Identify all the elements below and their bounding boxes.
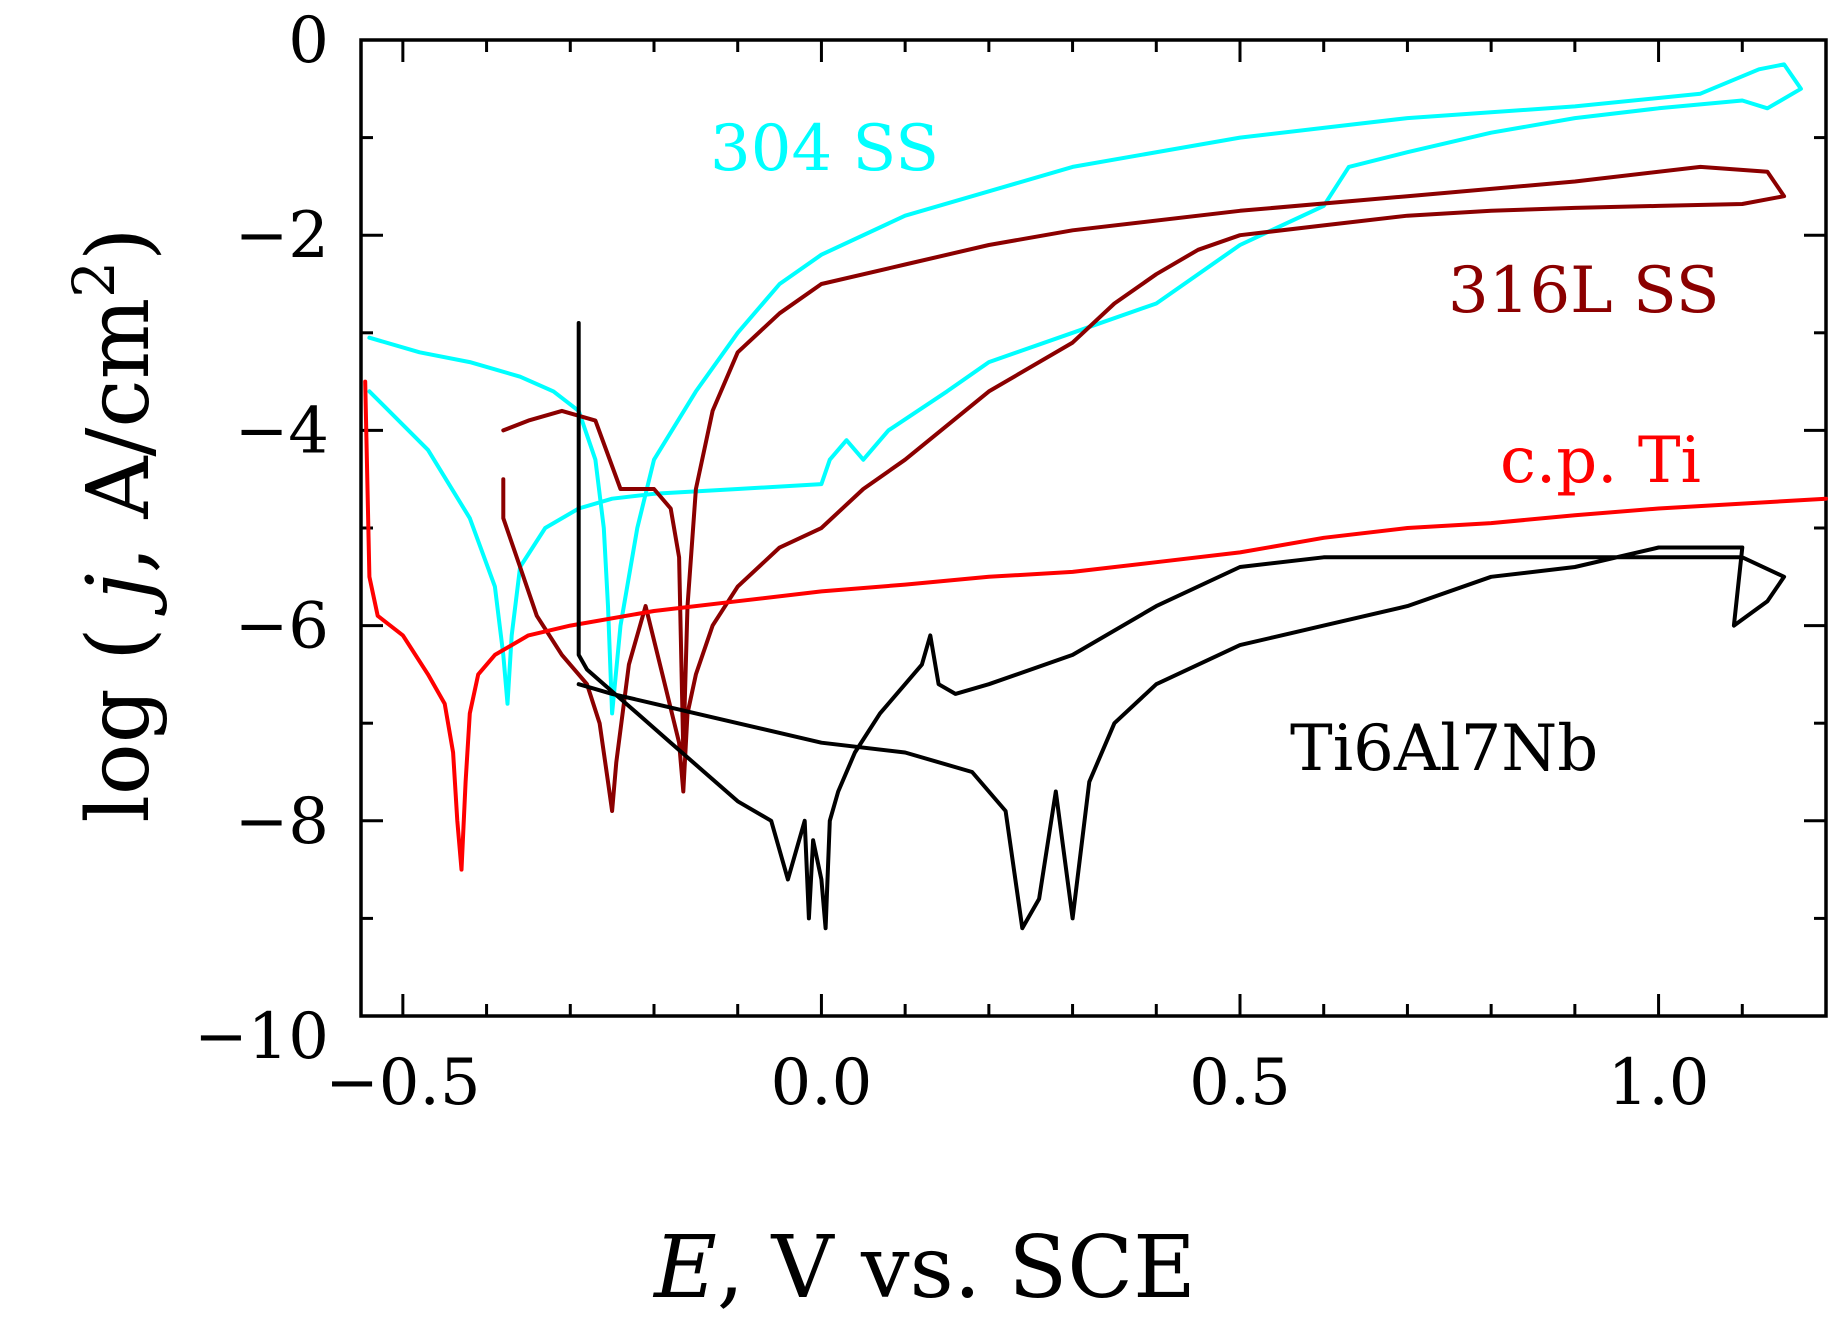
series-line-ti6al7nb xyxy=(576,321,1787,931)
tick-labels: −0.5 0.0 0.5 1.0 0 −2 −4 −6 −8 −10 xyxy=(194,4,1710,1120)
x-tick-label: 0.0 xyxy=(771,1046,873,1120)
series-label-cp-ti: c.p. Ti xyxy=(1500,424,1701,498)
y-tick-label: −10 xyxy=(194,1000,329,1074)
y-tick-label: −8 xyxy=(235,785,329,859)
y-tick-label: 0 xyxy=(288,4,329,78)
plot-frame xyxy=(359,38,1828,1018)
x-tick-label: 0.5 xyxy=(1189,1046,1291,1120)
series-line-304-ss xyxy=(367,62,1803,716)
plot-area: −0.5 0.0 0.5 1.0 0 −2 −4 −6 −8 −10 xyxy=(194,4,1828,1120)
x-tick-label: −0.5 xyxy=(325,1046,480,1120)
series-line-316l-ss xyxy=(501,164,1787,813)
x-tick-label: 1.0 xyxy=(1608,1046,1710,1120)
y-axis-title: log ( j, A/cm2) xyxy=(60,227,169,822)
series-label-ti6al7nb: Ti6Al7Nb xyxy=(1290,712,1598,786)
series-label-316l-ss: 316L SS xyxy=(1448,254,1720,328)
series-labels: 304 SS 316L SS c.p. Ti Ti6Al7Nb xyxy=(710,112,1720,786)
x-axis-title: E, V vs. SCE xyxy=(652,1218,1196,1318)
y-tick-label: −2 xyxy=(235,199,329,273)
y-tick-label: −4 xyxy=(235,394,329,468)
series-line-c-p-ti xyxy=(363,379,1828,872)
axis-ticks xyxy=(361,38,1828,1018)
y-tick-label: −6 xyxy=(235,590,329,664)
series-label-304-ss: 304 SS xyxy=(710,112,939,186)
series-lines xyxy=(363,62,1828,931)
